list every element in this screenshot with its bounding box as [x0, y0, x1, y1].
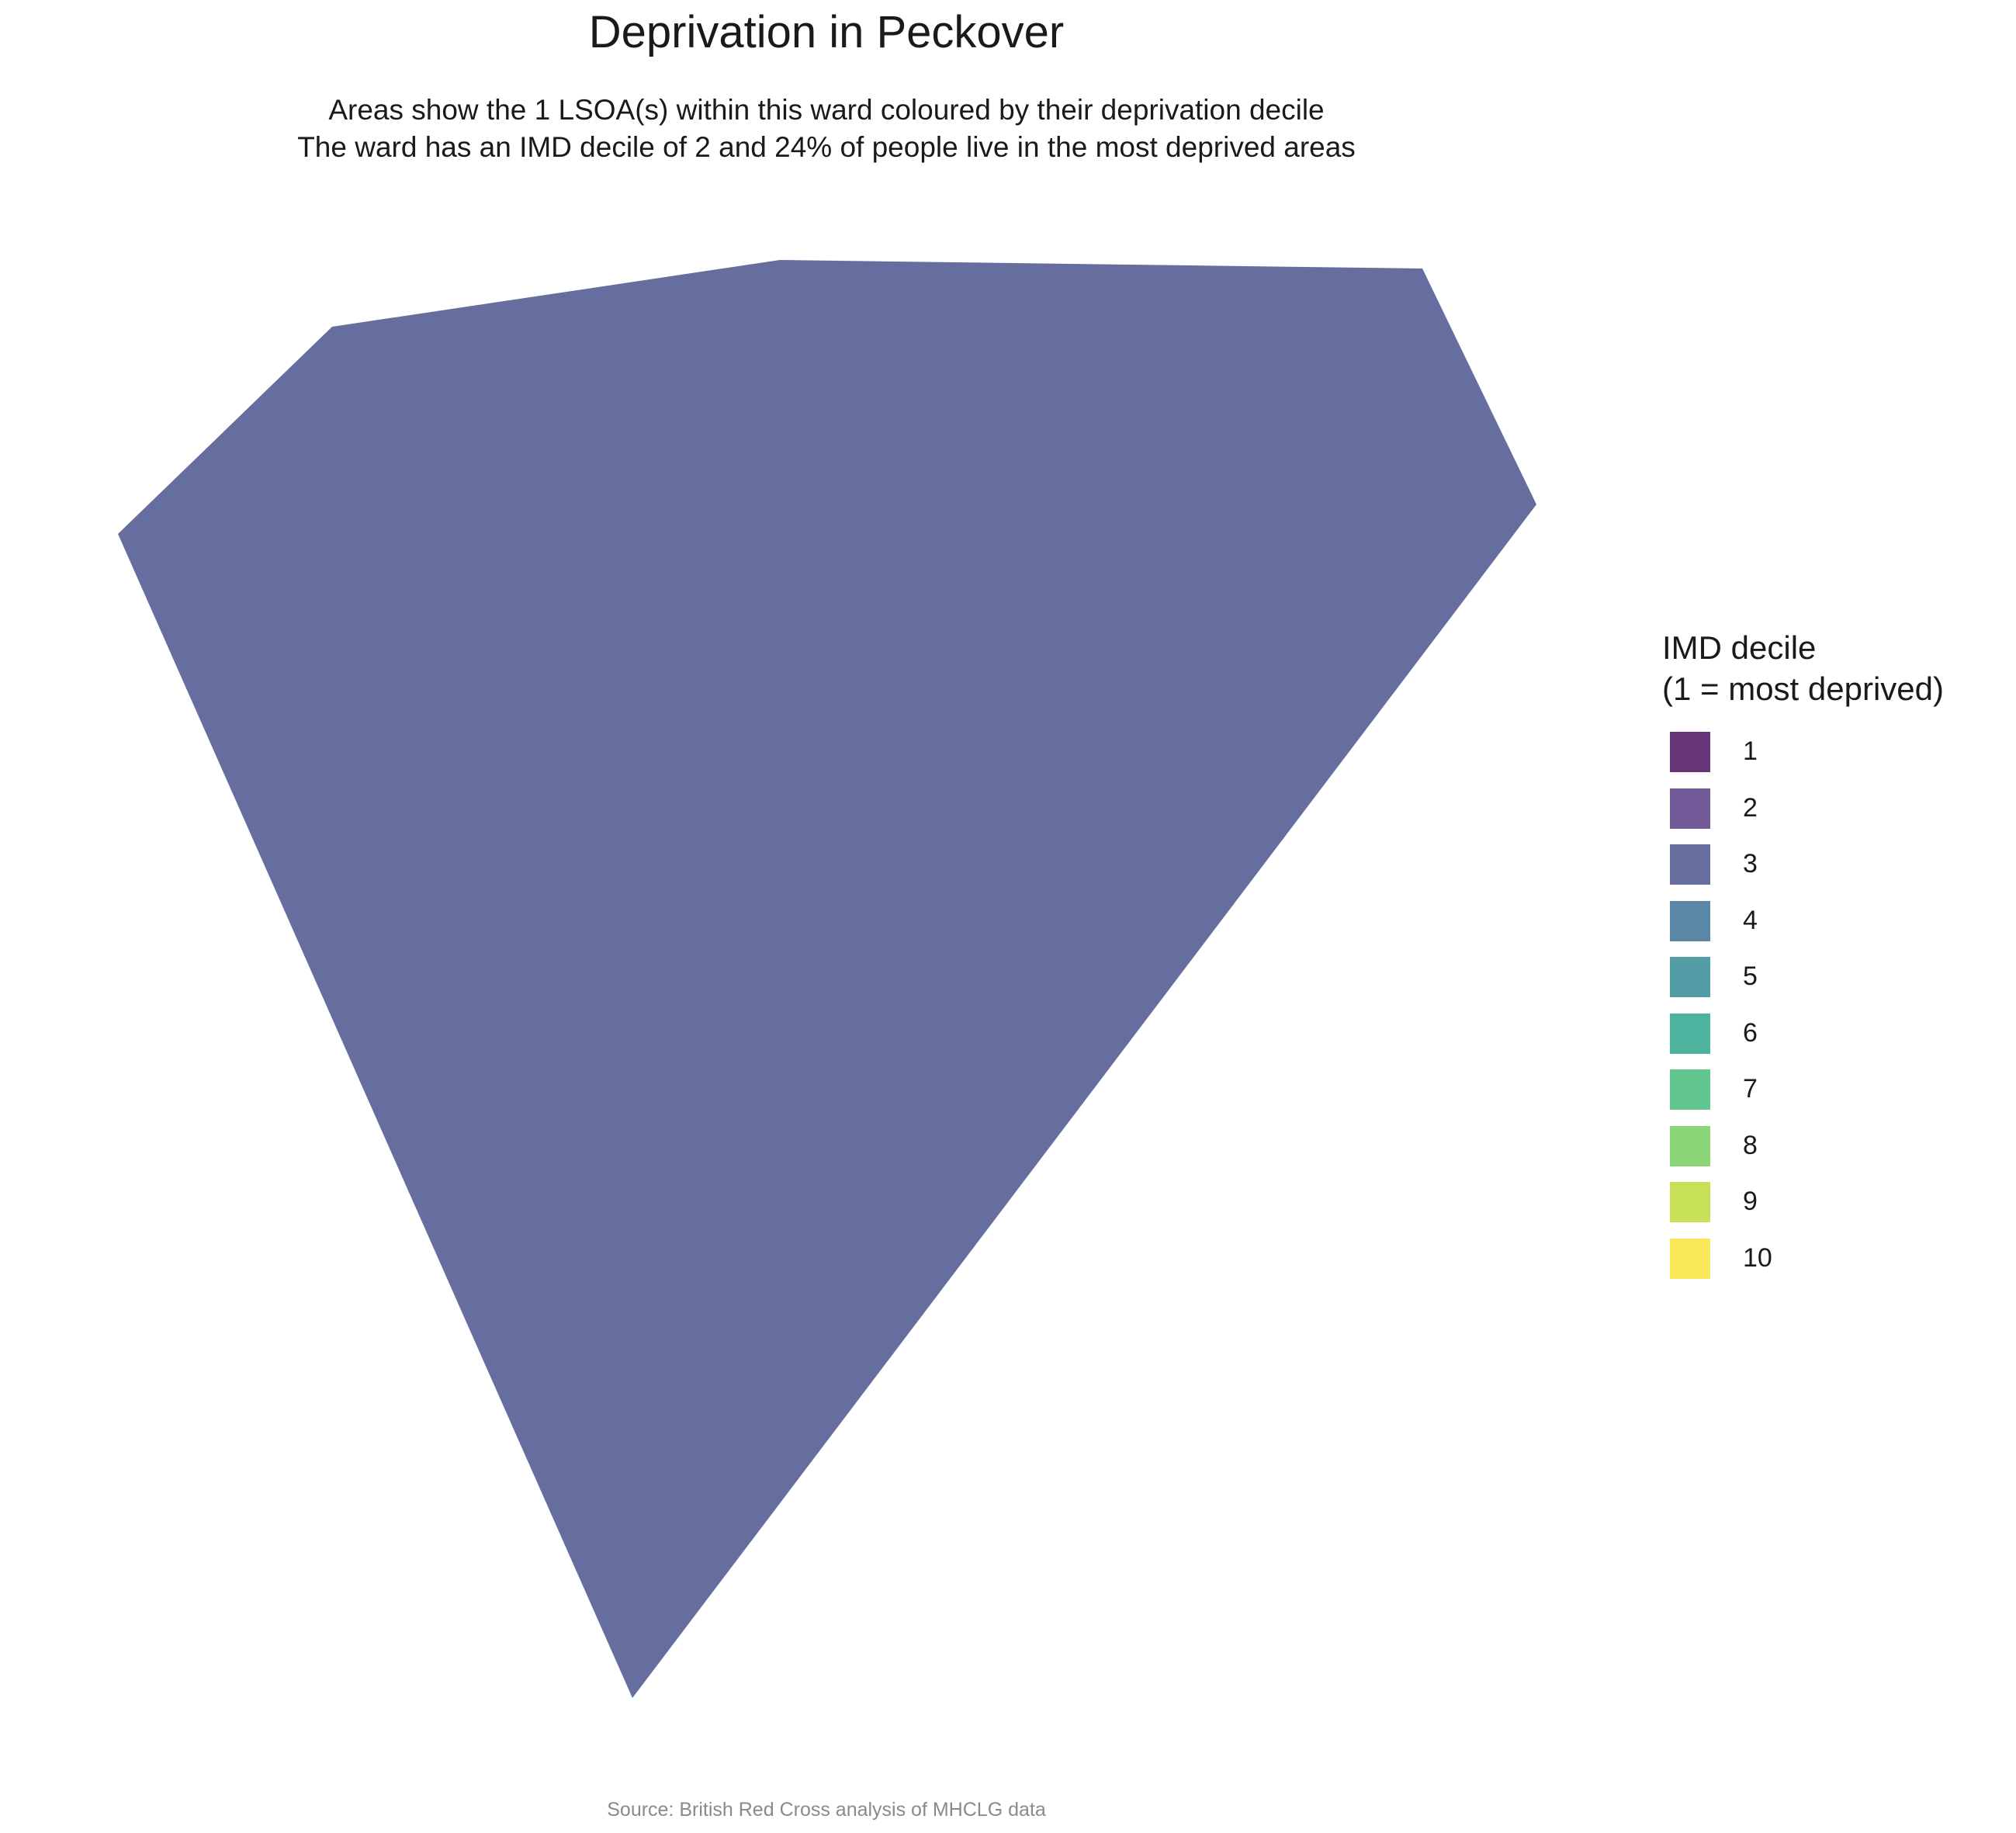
legend-title: IMD decile (1 = most deprived) [1662, 627, 1944, 709]
legend-swatch [1670, 1069, 1710, 1110]
ward-map [118, 260, 1536, 1698]
legend-title-line-1: IMD decile [1662, 629, 1817, 666]
legend: IMD decile (1 = most deprived) 1 2 3 4 5 6 7 8 9… [1662, 627, 1944, 1279]
legend-item: 6 [1670, 1013, 1903, 1069]
legend-swatch [1670, 957, 1710, 997]
legend-label: 7 [1743, 1074, 1758, 1104]
legend-item: 5 [1670, 957, 1903, 1013]
legend-item: 9 [1670, 1182, 1903, 1238]
legend-label: 3 [1743, 849, 1758, 878]
legend-swatch [1670, 1182, 1710, 1222]
legend-label: 2 [1743, 792, 1758, 823]
legend-item: 4 [1670, 900, 1903, 957]
legend-title-line-2: (1 = most deprived) [1662, 670, 1944, 707]
lsoa-area [118, 260, 1536, 1698]
subtitle-line-1: Areas show the 1 LSOA(s) within this war… [328, 94, 1325, 126]
legend-swatch [1670, 1238, 1710, 1279]
legend-swatch [1670, 844, 1710, 885]
legend-swatch [1670, 788, 1710, 829]
legend-label: 10 [1743, 1242, 1772, 1273]
legend-item: 7 [1670, 1069, 1903, 1125]
chart-subtitle: Areas show the 1 LSOA(s) within this war… [0, 92, 1653, 166]
source-caption: Source: British Red Cross analysis of MH… [607, 1799, 1046, 1821]
legend-label: 1 [1743, 736, 1758, 766]
legend-item: 2 [1670, 788, 1903, 844]
legend-swatch [1670, 1013, 1710, 1054]
legend-item: 8 [1670, 1125, 1903, 1182]
legend-item: 1 [1670, 732, 1903, 788]
legend-item: 3 [1670, 844, 1903, 900]
subtitle-line-2: The ward has an IMD decile of 2 and 24% … [297, 131, 1356, 163]
legend-label: 5 [1743, 962, 1758, 991]
legend-label: 6 [1743, 1017, 1758, 1048]
chart-title: Deprivation in Peckover [588, 7, 1065, 57]
legend-label: 8 [1743, 1130, 1758, 1160]
legend-swatch [1670, 900, 1710, 941]
legend-label: 9 [1743, 1187, 1758, 1216]
legend-label: 4 [1743, 905, 1758, 935]
legend-swatch [1670, 1125, 1710, 1166]
legend-item: 10 [1670, 1238, 1903, 1294]
legend-swatch [1670, 732, 1710, 772]
